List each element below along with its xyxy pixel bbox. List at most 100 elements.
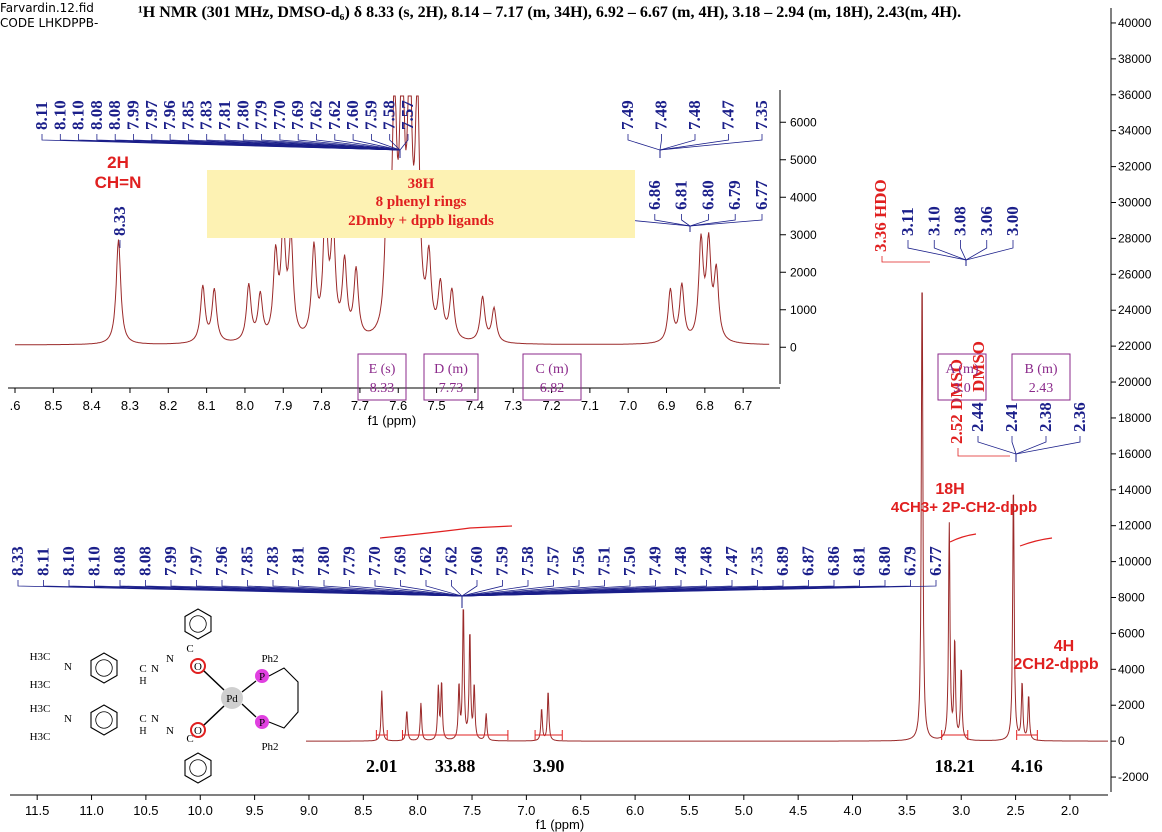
inset-aromatic-peak-label: 6.79 bbox=[725, 180, 744, 210]
y-tick-label: 12000 bbox=[1118, 519, 1152, 533]
y-tick-label: 18000 bbox=[1118, 411, 1152, 425]
y-tick-label: 40000 bbox=[1118, 16, 1152, 30]
main-peak-label: 7.62 bbox=[416, 546, 435, 576]
bond bbox=[203, 705, 225, 726]
inset-peak-label: 7.49 bbox=[618, 100, 637, 130]
inset-x-tick-label: 7.5 bbox=[428, 398, 446, 413]
dmso-peak-connector bbox=[1011, 436, 1017, 462]
x-tick-label: 11.0 bbox=[79, 803, 103, 818]
x-tick-label: 7.0 bbox=[517, 803, 535, 818]
inset-multiplet-value: 8.33 bbox=[370, 381, 395, 396]
inset-multiplet-label: C (m) bbox=[535, 362, 568, 377]
y-tick-label: -2000 bbox=[1118, 770, 1149, 784]
inset-aromatic-peak-connector bbox=[689, 214, 763, 232]
atom-label: H3C bbox=[30, 679, 51, 691]
x-tick-label: 2.5 bbox=[1007, 803, 1025, 818]
main-peak-label: 6.77 bbox=[926, 546, 945, 576]
inset-x-tick-label: 7.7 bbox=[351, 398, 369, 413]
bond bbox=[241, 703, 257, 718]
multiplet-value: 3.0 bbox=[953, 381, 971, 396]
inset-peak-label: 7.35 bbox=[752, 100, 771, 130]
phosphorus-upper bbox=[255, 669, 269, 683]
oxygen-upper bbox=[190, 658, 206, 674]
inset-multiplet-label: D (m) bbox=[434, 362, 468, 377]
integral-curve bbox=[1019, 537, 1053, 547]
x-tick-label: 5.5 bbox=[680, 803, 698, 818]
atom-label: N bbox=[64, 661, 72, 673]
inset-spectrum-line bbox=[15, 95, 770, 346]
phenyl-top-ring bbox=[189, 615, 207, 633]
y-tick-label: 16000 bbox=[1118, 447, 1152, 461]
annotation-18h: 18H bbox=[935, 481, 964, 498]
hdo-peak-label: 3.08 bbox=[951, 206, 970, 236]
inset-x-tick-label: 6.9 bbox=[657, 398, 675, 413]
integral-value: 3.90 bbox=[533, 756, 565, 776]
main-peak-label: 7.48 bbox=[671, 546, 690, 576]
y-tick-label: 32000 bbox=[1118, 160, 1152, 174]
inset-peak-label: 7.97 bbox=[142, 100, 161, 130]
main-peak-label: 8.10 bbox=[59, 546, 78, 576]
inset-multiplet-value: 7.73 bbox=[439, 381, 464, 396]
x-tick-label: 4.0 bbox=[843, 803, 861, 818]
inset-peak-label: 8.10 bbox=[50, 100, 69, 130]
inset-x-tick-label: 8.2 bbox=[159, 398, 177, 413]
inset-y-tick-label: 3000 bbox=[790, 228, 817, 242]
inset-x-axis-label: f1 (ppm) bbox=[368, 413, 416, 428]
dmso-peak-label: 2.36 bbox=[1070, 402, 1089, 432]
main-peak-label: 7.49 bbox=[646, 546, 665, 576]
inset-multiplet-label: E (s) bbox=[369, 362, 396, 377]
aryl-ring-lower bbox=[90, 704, 118, 736]
integral-value: 33.88 bbox=[435, 756, 476, 776]
x-tick-label: 8.0 bbox=[409, 803, 427, 818]
bond bbox=[203, 670, 225, 691]
main-peak-label: 7.85 bbox=[238, 546, 257, 576]
main-peak-label: 6.79 bbox=[901, 546, 920, 576]
x-tick-label: 3.5 bbox=[898, 803, 916, 818]
inset-peak-label: 7.70 bbox=[270, 100, 289, 130]
aryl-ring-lower-ring bbox=[95, 711, 113, 729]
inset-peak-label: 7.47 bbox=[719, 100, 738, 130]
main-peak-label: 6.89 bbox=[773, 546, 792, 576]
x-tick-label: 9.0 bbox=[300, 803, 318, 818]
atom-label-p: P bbox=[259, 671, 265, 683]
main-peak-label: 7.48 bbox=[697, 546, 716, 576]
inset-peak-label: 7.99 bbox=[124, 100, 143, 130]
x-tick-label: 3.0 bbox=[952, 803, 970, 818]
inset-x-tick-label: 8.3 bbox=[121, 398, 139, 413]
y-tick-label: 8000 bbox=[1118, 591, 1145, 605]
inset-x-tick-label: 8.5 bbox=[44, 398, 62, 413]
inset-peak-connector bbox=[399, 134, 409, 158]
atom-label: C bbox=[186, 733, 193, 745]
hdo-peak-label: 3.11 bbox=[898, 207, 917, 236]
y-tick-label: 36000 bbox=[1118, 88, 1152, 102]
main-peak-label: 6.87 bbox=[799, 546, 818, 576]
integral-curve bbox=[949, 533, 977, 543]
y-tick-label: 26000 bbox=[1118, 267, 1152, 281]
hdo-connector bbox=[881, 256, 930, 263]
phenyl-top bbox=[184, 608, 212, 640]
atom-label: N bbox=[64, 713, 72, 725]
inset-peak-label: 8.10 bbox=[69, 100, 88, 130]
inset-x-tick-label: 7.4 bbox=[466, 398, 484, 413]
atom-label: N bbox=[151, 713, 159, 725]
filename: Farvardin.12.fid bbox=[0, 1, 94, 15]
inset-peak-connector bbox=[659, 134, 763, 158]
annotation-chn: CH=N bbox=[95, 173, 142, 192]
main-peak-label: 7.60 bbox=[467, 546, 486, 576]
atom-label: C bbox=[186, 643, 193, 655]
aryl-ring-upper-ring bbox=[95, 659, 113, 677]
annotation-2h: 2H bbox=[107, 153, 129, 172]
atom-label: N bbox=[166, 653, 174, 665]
atom-label: C bbox=[139, 713, 146, 725]
hdo-peak-connector bbox=[965, 240, 1014, 266]
y-tick-label: 22000 bbox=[1118, 339, 1152, 353]
main-peak-label: 7.83 bbox=[263, 546, 282, 576]
hdo-peak-label: 3.06 bbox=[977, 206, 996, 236]
x-tick-label: 9.5 bbox=[246, 803, 264, 818]
y-tick-label: 4000 bbox=[1118, 662, 1145, 676]
inset-x-tick-label: .6 bbox=[10, 398, 21, 413]
integral-value: 2.01 bbox=[366, 756, 398, 776]
main-peak-label: 7.62 bbox=[442, 546, 461, 576]
